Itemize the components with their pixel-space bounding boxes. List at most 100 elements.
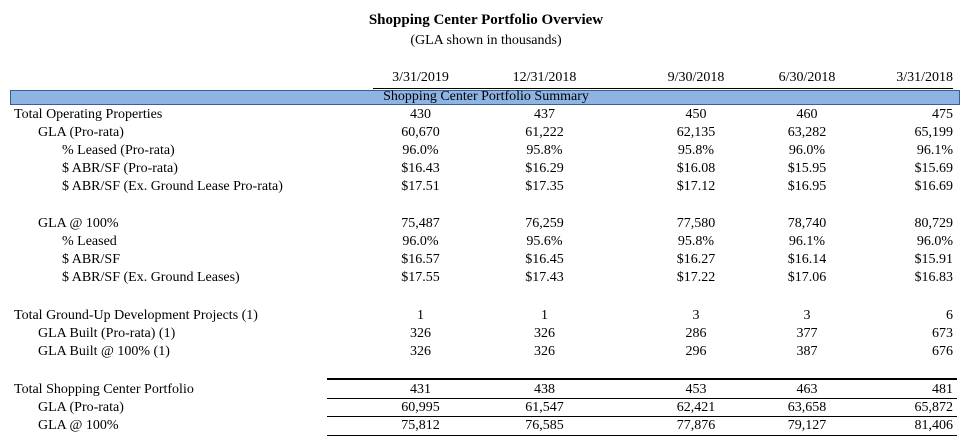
table-cell: $16.14 [787, 252, 827, 267]
table-cell: 676 [932, 344, 953, 359]
table-cell: 96.1% [788, 234, 826, 249]
table-cell: 453 [685, 382, 707, 397]
table-cell: 78,740 [787, 216, 827, 231]
table-cell: 430 [410, 107, 431, 122]
table-cell: 81,406 [914, 418, 954, 433]
total-rule-bottom [327, 435, 957, 436]
table-cell: 437 [534, 107, 555, 122]
row-label: $ ABR/SF (Pro-rata) [62, 161, 178, 176]
table-cell: 77,580 [676, 216, 716, 231]
table-cell: 3 [803, 308, 811, 323]
table-cell: 62,135 [676, 125, 716, 140]
table-cell: $15.69 [914, 161, 954, 176]
column-header: 3/31/2018 [896, 70, 953, 85]
table-cell: $17.55 [401, 270, 440, 285]
row-label: GLA @ 100% [38, 418, 119, 433]
table-cell: 76,259 [525, 216, 564, 231]
row-label: GLA (Pro-rata) [38, 125, 124, 140]
row-label: GLA Built (Pro-rata) (1) [38, 326, 176, 341]
table-cell: 96.0% [402, 143, 439, 158]
table-cell: 61,547 [525, 400, 564, 415]
row-label: GLA (Pro-rata) [38, 400, 124, 415]
table-cell: 96.0% [916, 234, 953, 249]
table-cell: 463 [796, 382, 818, 397]
table-cell: 1 [417, 308, 424, 323]
table-cell: 475 [932, 107, 953, 122]
table-cell: 62,421 [676, 400, 716, 415]
column-header: 9/30/2018 [667, 70, 725, 85]
table-cell: 460 [796, 107, 818, 122]
table-cell: $17.51 [401, 179, 440, 194]
table-cell: $17.43 [525, 270, 564, 285]
table-cell: 60,670 [401, 125, 440, 140]
table-cell: $16.57 [401, 252, 440, 267]
table-cell: 296 [685, 344, 707, 359]
table-cell: 95.8% [677, 234, 715, 249]
page-subtitle: (GLA shown in thousands) [410, 33, 562, 48]
page-title: Shopping Center Portfolio Overview [368, 12, 604, 28]
table-cell: 1 [541, 308, 548, 323]
table-cell: 96.0% [788, 143, 826, 158]
table-cell: 63,658 [787, 400, 827, 415]
row-divider [327, 398, 957, 399]
table-cell: $16.45 [525, 252, 564, 267]
table-cell: $17.35 [525, 179, 564, 194]
row-label: GLA Built @ 100% (1) [38, 344, 170, 359]
row-label: Total Shopping Center Portfolio [14, 382, 194, 397]
row-label: $ ABR/SF (Ex. Ground Lease Pro-rata) [62, 179, 283, 194]
table-cell: 431 [410, 382, 431, 397]
column-header: 3/31/2019 [392, 70, 449, 85]
table-cell: 387 [796, 344, 818, 359]
header-divider [373, 88, 953, 89]
table-cell: 63,282 [787, 125, 827, 140]
table-cell: 3 [692, 308, 700, 323]
table-cell: 6 [946, 308, 953, 323]
table-cell: 481 [932, 382, 953, 397]
table-cell: 75,487 [401, 216, 440, 231]
table-cell: 286 [685, 326, 707, 341]
table-cell: 326 [410, 326, 431, 341]
table-cell: 75,812 [401, 418, 440, 433]
table-cell: 65,872 [914, 400, 954, 415]
total-rule-top [327, 378, 957, 380]
table-cell: $16.08 [676, 161, 716, 176]
table-cell: 326 [410, 344, 431, 359]
table-cell: 65,199 [914, 125, 954, 140]
row-label: Total Ground-Up Development Projects (1) [14, 308, 258, 323]
table-cell: $16.69 [914, 179, 954, 194]
table-cell: 96.0% [402, 234, 439, 249]
section-header: Shopping Center Portfolio Summary [383, 89, 589, 104]
table-cell: 96.1% [916, 143, 953, 158]
table-cell: 377 [796, 326, 818, 341]
table-cell: 60,995 [401, 400, 440, 415]
table-cell: 80,729 [914, 216, 954, 231]
section-header-band [10, 90, 960, 105]
table-cell: 95.6% [526, 234, 563, 249]
table-cell: $16.27 [676, 252, 716, 267]
table-cell: 673 [932, 326, 953, 341]
row-label: Total Operating Properties [14, 107, 163, 122]
row-label: % Leased (Pro-rata) [62, 143, 175, 158]
table-cell: $16.43 [401, 161, 440, 176]
table-cell: $17.22 [676, 270, 716, 285]
table-cell: 450 [685, 107, 707, 122]
table-cell: $15.91 [914, 252, 954, 267]
table-cell: $17.06 [787, 270, 827, 285]
row-label: $ ABR/SF [62, 252, 120, 267]
table-cell: 326 [534, 326, 555, 341]
row-label: GLA @ 100% [38, 216, 119, 231]
row-divider [327, 416, 957, 417]
table-cell: 326 [534, 344, 555, 359]
table-cell: 95.8% [677, 143, 715, 158]
row-label: $ ABR/SF (Ex. Ground Leases) [62, 270, 240, 285]
column-header: 6/30/2018 [778, 70, 836, 85]
table-cell: $16.83 [914, 270, 954, 285]
table-cell: $15.95 [787, 161, 827, 176]
table-cell: 79,127 [787, 418, 827, 433]
table-cell: $16.29 [525, 161, 564, 176]
table-cell: 95.8% [526, 143, 563, 158]
table-cell: 61,222 [525, 125, 564, 140]
table-cell: $16.95 [787, 179, 827, 194]
table-cell: 76,585 [525, 418, 564, 433]
